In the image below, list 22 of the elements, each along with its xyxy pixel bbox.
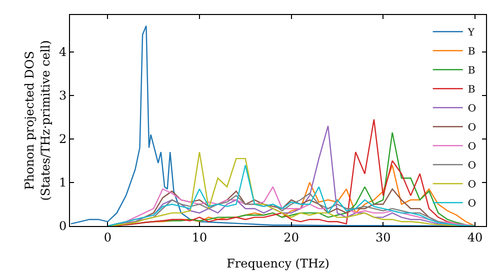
legend-label: O — [468, 180, 476, 191]
legend-label: O — [468, 198, 476, 210]
legend-label: B — [468, 46, 476, 58]
y-tick-label: 4 — [58, 45, 67, 60]
legend-label: O — [468, 104, 476, 115]
y-tick-label: 2 — [58, 132, 67, 146]
y-axis-title: Phonon projected DOS (States/THz·primitive cell) — [22, 40, 52, 201]
legend-label: O — [468, 142, 476, 153]
legend-label: Y — [466, 28, 475, 39]
legend-label: B — [468, 84, 476, 96]
x-axis-title: Frequency (THz) — [226, 256, 330, 270]
legend-label: O — [468, 160, 476, 172]
x-tick-label: 10 — [192, 230, 208, 244]
legend-label: B — [468, 66, 476, 77]
y-tick-label: 0 — [58, 219, 67, 234]
x-tick-label: 0 — [104, 230, 112, 244]
x-tick-label: 30 — [376, 230, 391, 244]
y-tick-label: 3 — [58, 88, 67, 103]
y-tick-label: 1 — [58, 176, 67, 190]
x-tick-label: 40 — [467, 230, 483, 244]
x-tick-label: 20 — [284, 230, 299, 244]
legend-label: O — [468, 122, 476, 134]
